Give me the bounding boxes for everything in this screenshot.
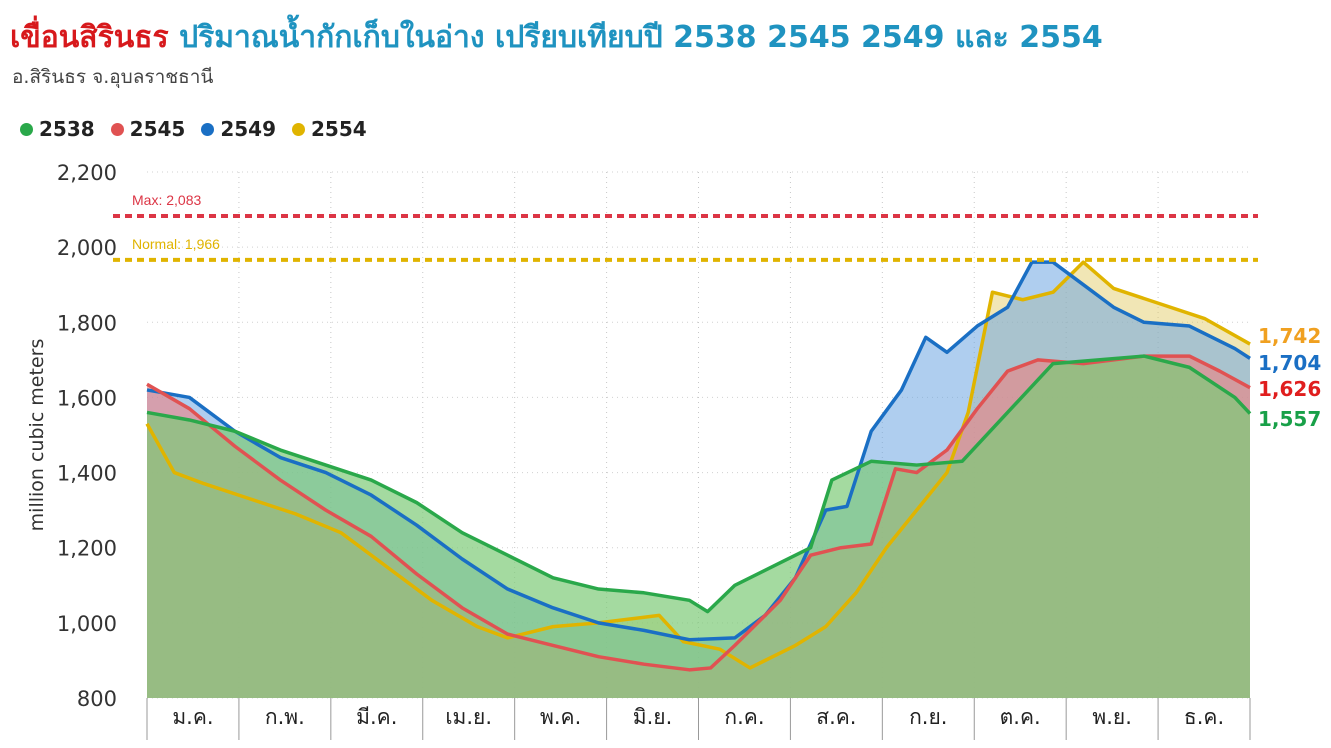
title-dam-name: เขื่อนสิรินธร <box>10 20 169 55</box>
legend-label-2549: 2549 <box>220 117 277 141</box>
line-2554 <box>145 260 1251 670</box>
month-label: เม.ย. <box>445 705 492 729</box>
y-tick-label: 1,000 <box>57 612 117 636</box>
legend-item-2545: 2545 <box>110 117 186 141</box>
legend-item-2554: 2554 <box>292 117 367 141</box>
legend-label-2545: 2545 <box>129 117 186 141</box>
month-label: ก.พ. <box>265 705 305 729</box>
legend-marker-2545 <box>110 122 124 136</box>
y-tick-label: 1,600 <box>57 386 117 410</box>
y-tick-label: 1,400 <box>57 462 117 486</box>
legend-marker-2554 <box>292 122 306 136</box>
month-label: มี.ค. <box>356 705 397 729</box>
end-label-2554: 1,742 <box>1258 324 1321 348</box>
y-tick-label: 2,200 <box>57 161 117 185</box>
y-tick-label: 1,800 <box>57 311 117 335</box>
chart-subtitle: อ.สิรินธร จ.อุบลราชธานี <box>12 66 214 88</box>
month-label: ต.ค. <box>1000 705 1041 729</box>
title-description: ปริมาณน้ำกักเก็บในอ่าง เปรียบเทียบปี 253… <box>179 20 1103 55</box>
legend-item-2538: 2538 <box>20 117 95 141</box>
end-label-2545: 1,626 <box>1258 377 1321 401</box>
chart-legend: 2538 2545 2549 2554 <box>20 117 367 141</box>
legend-marker-2538 <box>20 122 33 136</box>
month-label: ก.ค. <box>724 705 764 729</box>
reference-line-label: Normal: 1,966 <box>132 236 220 252</box>
line-2538 <box>146 354 1252 614</box>
legend-marker-2549 <box>201 122 215 136</box>
month-label: ก.ย. <box>909 705 947 729</box>
end-label-2538: 1,557 <box>1258 407 1321 431</box>
line-2545 <box>146 354 1251 672</box>
end-label-2549: 1,704 <box>1258 351 1321 375</box>
month-label: มิ.ย. <box>633 705 673 729</box>
legend-label-2538: 2538 <box>39 117 95 141</box>
chart-title: เขื่อนสิรินธร ปริมาณน้ำกักเก็บในอ่าง เปร… <box>10 14 1103 61</box>
y-tick-label: 1,200 <box>57 537 117 561</box>
y-tick-label: 2,000 <box>57 236 117 260</box>
y-tick-label: 800 <box>77 687 117 711</box>
reference-line-label: Max: 2,083 <box>132 192 201 208</box>
legend-item-2549: 2549 <box>201 117 276 141</box>
month-label: พ.ย. <box>1092 705 1132 729</box>
month-label: ส.ค. <box>816 705 856 729</box>
y-axis-label: million cubic meters <box>26 339 48 532</box>
month-label: ม.ค. <box>172 705 213 729</box>
month-label: ธ.ค. <box>1184 705 1224 729</box>
legend-label-2554: 2554 <box>311 117 367 141</box>
month-label: พ.ค. <box>540 705 581 729</box>
area-2538 <box>147 356 1250 698</box>
